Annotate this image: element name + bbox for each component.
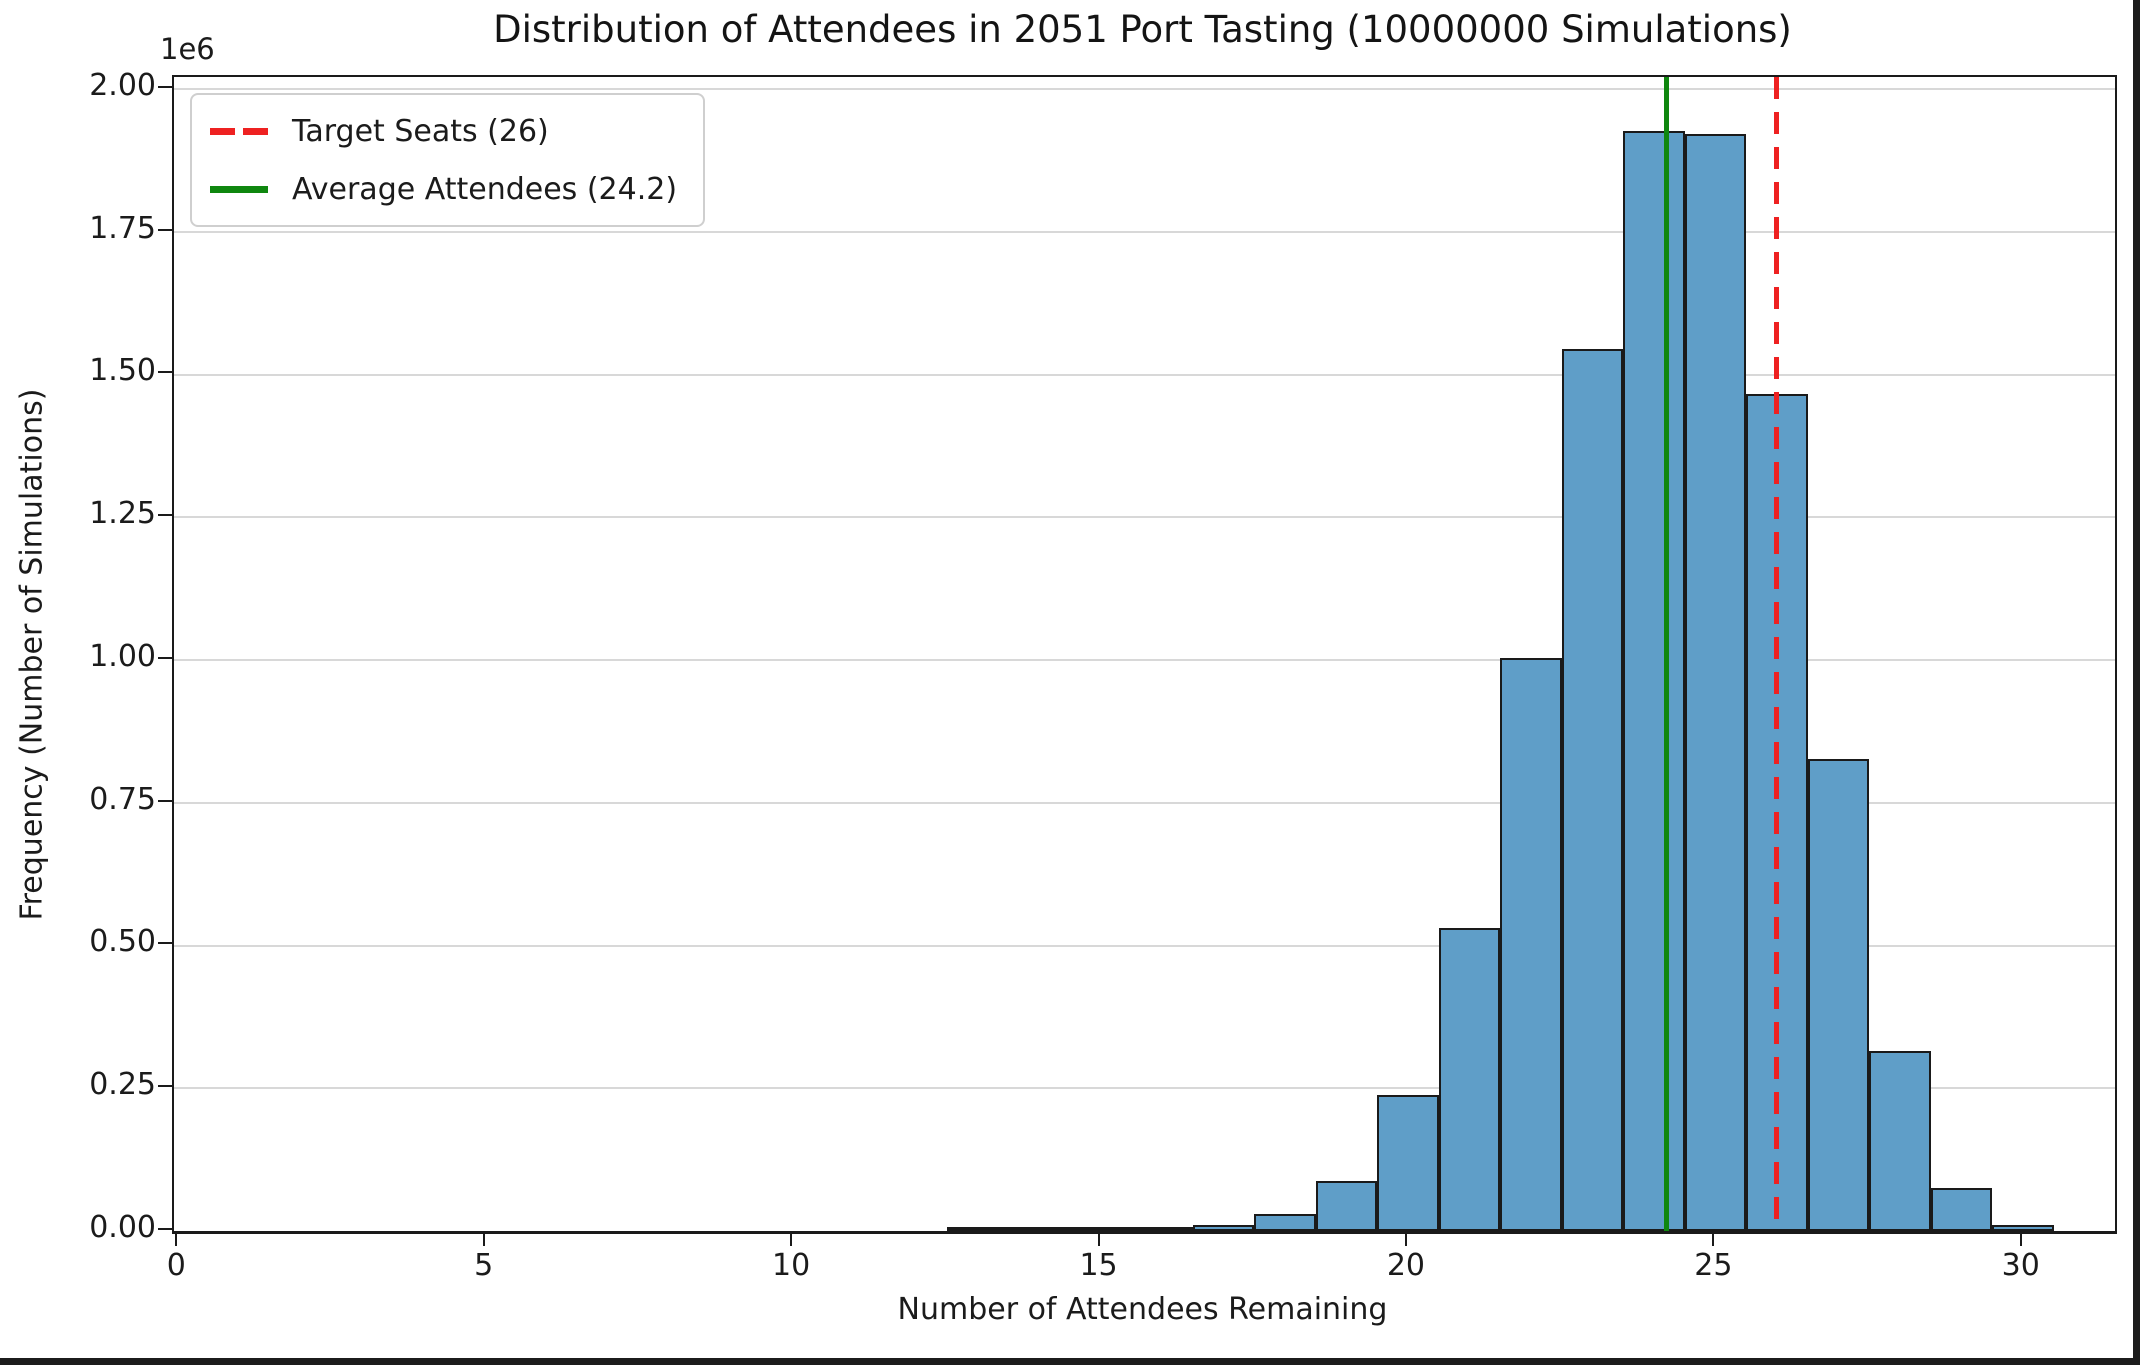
x-tick-label: 5 xyxy=(474,1248,494,1283)
average-attendees-line xyxy=(1663,77,1669,1231)
histogram-bar xyxy=(1623,131,1685,1231)
histogram-bar xyxy=(1377,1095,1439,1231)
legend-label: Target Seats (26) xyxy=(292,113,549,149)
histogram-bar xyxy=(1930,1188,1993,1231)
y-tick-mark xyxy=(158,656,172,659)
x-tick-label: 25 xyxy=(1694,1248,1733,1283)
y-tick-mark xyxy=(158,799,172,802)
x-tick-label: 30 xyxy=(2001,1248,2040,1283)
y-gridline xyxy=(174,373,2115,376)
legend-entry-average-attendees: Average Attendees (24.2) xyxy=(210,167,677,211)
y-tick-mark xyxy=(158,514,172,517)
y-tick-mark xyxy=(158,1228,172,1230)
green-solid-line-sample xyxy=(210,185,268,193)
x-axis-label: Number of Attendees Remaining xyxy=(897,1292,1388,1327)
histogram-bar xyxy=(1069,1227,1132,1231)
y-tick-label: 1.25 xyxy=(89,496,156,532)
x-tick-label: 10 xyxy=(772,1248,811,1283)
x-tick-mark xyxy=(482,1232,485,1246)
x-tick-mark xyxy=(2019,1232,2022,1246)
y-tick-label: 0.50 xyxy=(89,924,156,960)
target-seats-line xyxy=(1774,77,1780,1231)
x-tick-mark xyxy=(1712,1232,1715,1246)
histogram-bar xyxy=(1438,927,1501,1231)
y-tick-mark xyxy=(158,1085,172,1088)
legend-entry-target-seats: Target Seats (26) xyxy=(210,109,677,153)
chart-title: Distribution of Attendees in 2051 Port T… xyxy=(493,8,1792,51)
histogram-bar xyxy=(946,1227,1009,1231)
legend-label: Average Attendees (24.2) xyxy=(292,171,678,207)
y-gridline xyxy=(174,1087,2115,1090)
histogram-bar xyxy=(1131,1227,1193,1231)
histogram-bar xyxy=(1807,758,1870,1231)
histogram-bar xyxy=(1561,348,1624,1231)
histogram-bar xyxy=(1254,1213,1316,1231)
y-tick-label: 0.25 xyxy=(89,1067,156,1103)
y-tick-label: 0.75 xyxy=(89,781,156,817)
y-axis-offset-label: 1e6 xyxy=(160,32,215,66)
y-tick-mark xyxy=(158,942,172,945)
y-gridline xyxy=(174,516,2115,519)
y-gridline xyxy=(174,659,2115,661)
y-tick-mark xyxy=(158,371,172,374)
histogram-bar xyxy=(1869,1051,1931,1231)
x-tick-mark xyxy=(1097,1232,1100,1246)
x-tick-label: 20 xyxy=(1386,1248,1426,1283)
histogram-bar xyxy=(1008,1227,1070,1231)
y-gridline xyxy=(174,88,2115,90)
plot-area: Target Seats (26) Average Attendees (24.… xyxy=(172,75,2117,1234)
histogram-bar xyxy=(1500,658,1562,1231)
histogram-bar xyxy=(1992,1225,2054,1231)
x-tick-label: 15 xyxy=(1079,1248,1118,1283)
x-tick-mark xyxy=(175,1232,178,1246)
y-tick-label: 1.50 xyxy=(89,353,156,389)
y-tick-mark xyxy=(158,228,172,231)
y-gridline xyxy=(174,801,2115,804)
legend: Target Seats (26) Average Attendees (24.… xyxy=(190,93,706,227)
histogram-bar xyxy=(1192,1225,1255,1231)
y-tick-mark xyxy=(158,85,172,88)
y-tick-label: 0.00 xyxy=(89,1210,156,1245)
y-tick-label: 1.75 xyxy=(89,210,156,246)
red-dashed-line-sample xyxy=(210,127,268,135)
y-gridline xyxy=(174,230,2115,233)
y-tick-label: 2.00 xyxy=(89,67,156,103)
x-tick-mark xyxy=(1404,1232,1407,1246)
y-gridline xyxy=(174,944,2115,947)
histogram-bar xyxy=(1684,134,1747,1231)
x-tick-label: 0 xyxy=(166,1248,186,1283)
histogram-bar xyxy=(1315,1180,1378,1231)
y-tick-label: 1.00 xyxy=(89,638,156,674)
x-tick-mark xyxy=(790,1232,793,1246)
